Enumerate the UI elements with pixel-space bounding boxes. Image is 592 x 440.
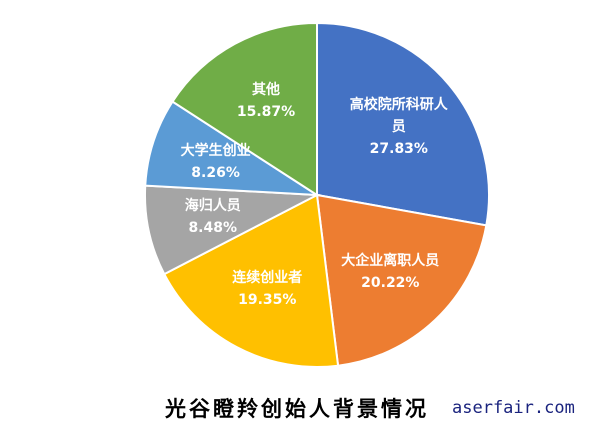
value-label: 8.26%	[191, 165, 240, 182]
slice-label: 高校院所科研人员 27.83%	[344, 94, 454, 160]
category-label: 连续创业者	[232, 270, 303, 287]
slice-label: 其他 15.87%	[211, 79, 321, 123]
value-label: 15.87%	[236, 104, 296, 121]
category-label: 海归人员	[184, 198, 241, 215]
value-label: 19.35%	[238, 292, 297, 309]
value-label: 20.22%	[361, 275, 420, 292]
category-label: 大学生创业	[180, 143, 251, 160]
slice-label: 大企业离职人员 20.22%	[335, 250, 445, 294]
value-label: 27.83%	[369, 140, 428, 157]
chart-title: 光谷瞪羚创始人背景情况	[165, 397, 429, 421]
pie-slice	[316, 21, 490, 227]
category-label: 大企业离职人员	[341, 253, 440, 270]
pie-slice	[144, 100, 321, 197]
slice-label: 大学生创业 8.26%	[161, 140, 271, 184]
category-label: 其他	[252, 82, 280, 99]
slice-label: 连续创业者 19.35%	[212, 267, 322, 311]
category-label: 高校院所科研人员	[349, 96, 448, 135]
pie-slice	[144, 184, 321, 276]
slice-label: 海归人员 8.48%	[158, 195, 268, 239]
value-label: 8.48%	[188, 220, 238, 237]
watermark: aserfair.com	[452, 398, 575, 418]
pie-slice	[315, 193, 488, 367]
pie-slice	[162, 193, 340, 368]
pie-slice	[171, 21, 318, 197]
